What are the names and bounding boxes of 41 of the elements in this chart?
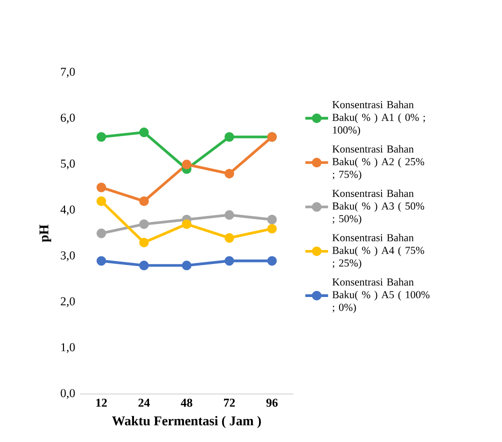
point	[96, 228, 106, 238]
y-tick-label: 5,0	[60, 160, 75, 170]
legend-label: Konsentrasi Bahan Baku( % ) A3 ( 50% ; 50%)	[332, 189, 424, 224]
x-tick-label: 48	[180, 398, 192, 407]
x-axis-title: Waktu Fermentasi ( Jam )	[112, 416, 261, 428]
y-axis-title: pH	[40, 224, 52, 242]
x-tick-label: 24	[138, 398, 150, 407]
point	[224, 233, 234, 243]
y-tick-label: 0,0	[60, 389, 75, 399]
y-tick-label: 6,0	[60, 114, 75, 124]
y-tick-label: 1,0	[61, 343, 75, 353]
point	[96, 196, 106, 206]
point	[224, 132, 234, 142]
point	[224, 210, 234, 220]
legend-label: Konsentrasi Bahan Baku( % ) A2 ( 25% ; 75%)	[332, 145, 424, 180]
x-tick-label: 12	[96, 398, 107, 407]
x-tick-label: 72	[224, 398, 235, 407]
point	[139, 238, 149, 248]
point	[267, 224, 277, 234]
y-tick-label: 3,0	[60, 251, 75, 262]
point	[139, 196, 149, 206]
legend-label: Konsentrasi Bahan Baku( % ) A5 ( 100% ; 0%)	[332, 278, 430, 314]
x-tick-label: 96	[266, 398, 278, 407]
point	[139, 219, 149, 229]
y-tick-label: 4,0	[60, 205, 75, 216]
point	[182, 219, 192, 229]
point	[267, 214, 277, 224]
point	[139, 128, 149, 138]
point	[96, 132, 106, 142]
point	[224, 256, 234, 266]
point	[96, 256, 106, 266]
y-tick-label: 7,0	[61, 68, 75, 78]
point	[139, 260, 149, 270]
point	[96, 182, 106, 192]
legend-label: Konsentrasi Bahan Baku( % ) A4 ( 75% ; 25%)	[332, 234, 424, 269]
y-tick-label: 2,0	[60, 297, 75, 308]
point	[182, 260, 192, 270]
point	[224, 168, 234, 178]
point	[267, 256, 277, 266]
point	[182, 160, 192, 170]
legend-label: Konsentrasi Bahan Baku( % ) A1 ( 0% ; 100%)	[332, 100, 425, 136]
